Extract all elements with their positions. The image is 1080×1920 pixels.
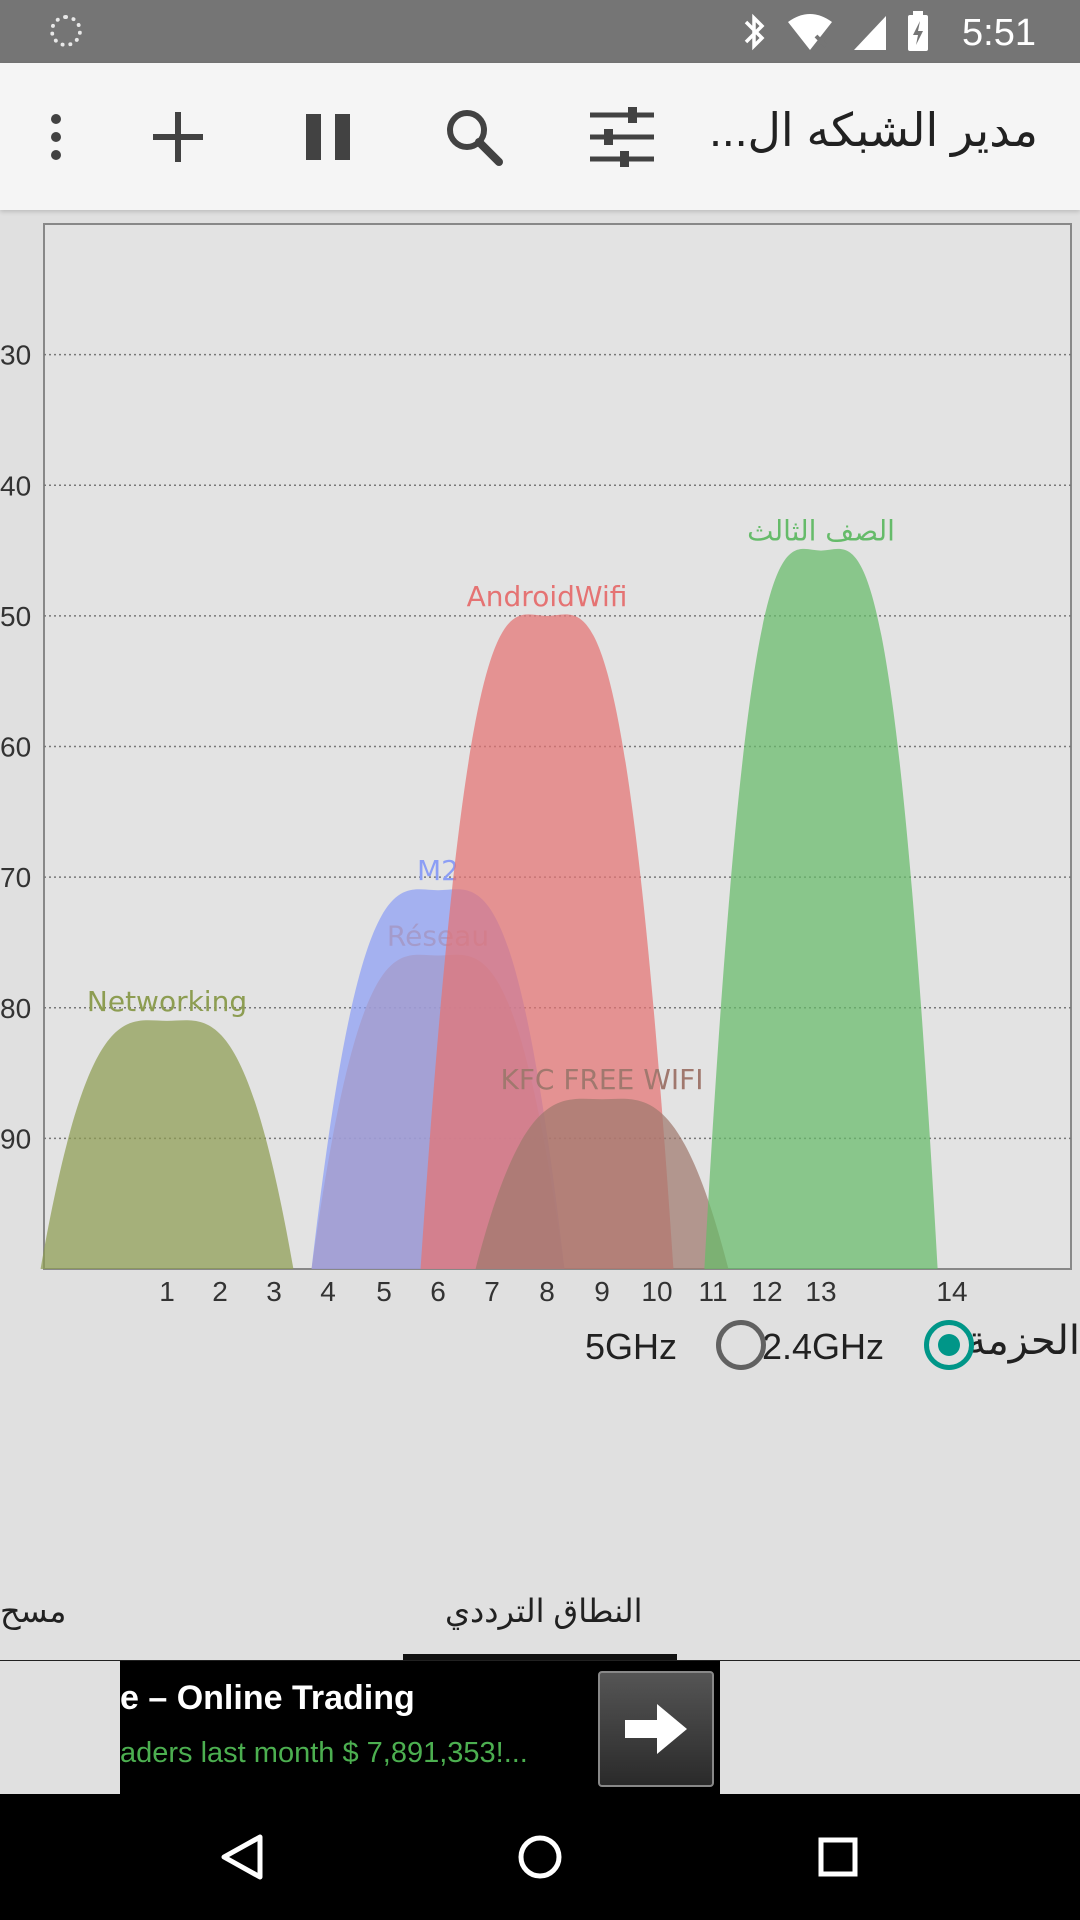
add-icon [153,112,203,162]
more-vert-icon [51,114,61,160]
arrow-right-icon [625,1704,687,1754]
tune-icon [590,107,654,167]
x-tick-label: 1 [159,1276,175,1307]
back-icon [221,1834,263,1880]
y-tick-label: 60 [0,732,31,763]
y-tick-label: 40 [0,470,31,501]
x-tick-label: 11 [698,1276,727,1307]
home-icon [518,1835,562,1879]
x-tick-label: 2 [212,1276,228,1307]
ad-area: e – Online Trading aders last month $ 7,… [0,1661,1080,1794]
recents-button[interactable] [808,1827,868,1887]
battery-icon [908,11,928,51]
radio-5ghz-label[interactable]: 5GHz [584,1326,677,1367]
network-label: AndroidWifi [467,580,628,613]
y-tick-label: 90 [0,1123,31,1154]
y-tick-label: 80 [0,993,31,1024]
network-label: الصف الثالث [747,515,895,548]
pause-icon [306,114,350,160]
more-options-button[interactable] [20,101,92,173]
y-tick-label: 70 [0,862,31,893]
x-tick-label: 6 [430,1276,446,1307]
x-tick-label: 10 [641,1276,672,1307]
x-tick-label: 3 [266,1276,282,1307]
pause-button[interactable] [292,101,364,173]
ad-arrow-button[interactable] [598,1671,714,1787]
x-tick-label: 5 [376,1276,392,1307]
add-button[interactable] [142,101,214,173]
search-icon [447,110,503,166]
tab-bar: مسح النطاق الترددي [0,1570,1080,1663]
app-bar: مدير الشبكه ال... [0,63,1080,210]
radio-2-4ghz[interactable] [924,1320,974,1370]
x-tick-label: 8 [539,1276,555,1307]
x-tick-label: 12 [751,1276,782,1307]
tab-indicator [403,1654,677,1660]
y-tick-label: 30 [0,340,31,371]
recents-icon [818,1837,858,1877]
filter-button[interactable] [586,101,658,173]
tab-scan[interactable]: مسح [0,1593,67,1629]
status-icons [742,10,930,54]
clock: 5:51 [962,12,1036,54]
x-tick-label: 14 [936,1276,967,1307]
band-label: الحزمة [965,1319,1080,1363]
back-button[interactable] [212,1827,272,1887]
radio-5ghz[interactable] [716,1320,766,1370]
bluetooth-icon [744,13,765,51]
ad-text: aders last month $ 7,891,353!... [120,1737,528,1769]
y-tick-label: 50 [0,601,31,632]
network-curve [704,548,938,1269]
x-tick-label: 7 [484,1276,500,1307]
network-curve [475,1098,729,1269]
band-selector: الحزمة 2.4GHz 5GHz [0,1310,1080,1380]
radio-2-4ghz-label[interactable]: 2.4GHz [761,1326,884,1367]
home-button[interactable] [510,1827,570,1887]
search-button[interactable] [438,101,510,173]
network-label: Networking [87,985,247,1018]
ad-title: e – Online Trading [120,1679,415,1717]
wifi-icon [788,14,832,50]
x-tick-label: 13 [805,1276,836,1307]
loading-spinner-icon [50,15,82,47]
network-label: KFC FREE WIFI [500,1063,703,1096]
tab-channel-rating[interactable]: النطاق الترددي [445,1593,643,1629]
network-curve [40,1020,294,1269]
app-title: مدير الشبكه ال... [709,104,1038,156]
signal-icon [854,16,886,50]
ad-banner[interactable]: e – Online Trading aders last month $ 7,… [120,1661,720,1794]
channel-chart: 30 40 50 60 70 80 90 1 2 3 4 5 6 7 8 9 10 11 12 13 14 Network… [0,210,1080,1340]
navigation-bar [0,1794,1080,1920]
x-tick-label: 9 [594,1276,610,1307]
network-label: M2 [417,854,459,887]
status-bar: 5:51 [0,0,1080,63]
x-tick-label: 4 [320,1276,336,1307]
